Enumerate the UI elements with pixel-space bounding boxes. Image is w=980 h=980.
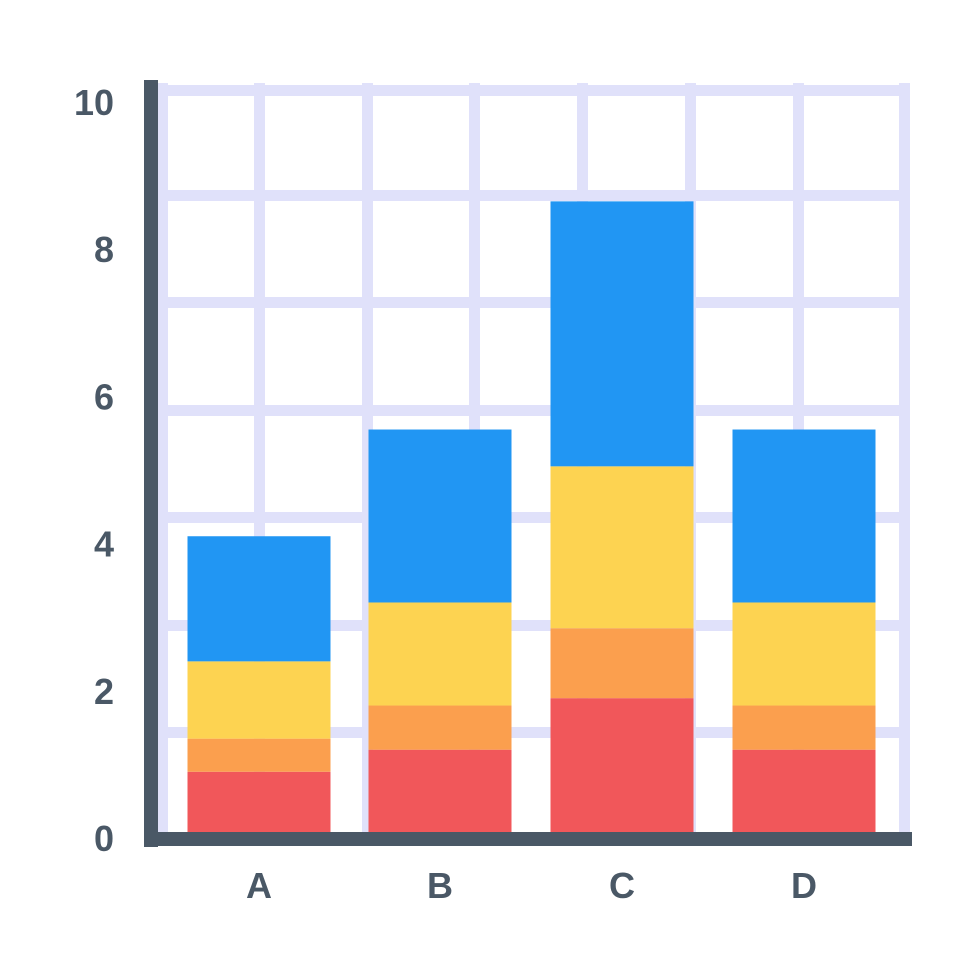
y-axis-line [144,80,158,847]
bar-segment-c-4 [550,201,694,467]
bar-segment-d-3 [732,602,876,706]
bar-segment-a-4 [187,536,331,662]
grid-line-vertical [157,83,168,838]
grid-line-horizontal [151,85,909,96]
y-tick-label: 6 [94,376,114,417]
bars [187,201,876,838]
bar-segment-d-1 [732,749,876,838]
bar-segment-b-3 [368,602,512,706]
y-tick-label: 10 [74,82,114,123]
grid-line-vertical [899,83,910,838]
bar-segment-d-4 [732,429,876,603]
bar-segment-b-4 [368,429,512,603]
grid-line-vertical [254,83,265,838]
grid-line-horizontal [151,297,909,308]
y-axis-tick-labels: 0 2 4 6 8 10 [74,82,114,859]
grid-line-horizontal [151,727,909,738]
bar-segment-c-3 [550,466,694,629]
y-tick-label: 8 [94,229,114,270]
x-tick-label: D [791,865,817,906]
x-axis-tick-labels: A B C D [246,865,817,906]
axes [144,80,912,847]
grid-line-horizontal [151,620,909,631]
y-tick-label: 2 [94,671,114,712]
grid-line-horizontal [151,190,909,201]
bar-segment-c-2 [550,628,694,699]
x-axis-line [144,832,912,846]
bar-segment-a-2 [187,738,331,772]
x-tick-label: A [246,865,272,906]
bar-segment-a-3 [187,661,331,739]
x-tick-label: C [609,865,635,906]
bar-segment-c-1 [550,698,694,838]
grid-line-horizontal [151,405,909,416]
bar-segment-b-2 [368,705,512,750]
x-tick-label: B [427,865,453,906]
bar-segment-d-2 [732,705,876,750]
bar-segment-a-1 [187,771,331,838]
grid-line-vertical [362,83,373,838]
bar-segment-b-1 [368,749,512,838]
y-tick-label: 0 [94,818,114,859]
grid-line-horizontal [151,512,909,523]
y-tick-label: 4 [94,524,114,565]
